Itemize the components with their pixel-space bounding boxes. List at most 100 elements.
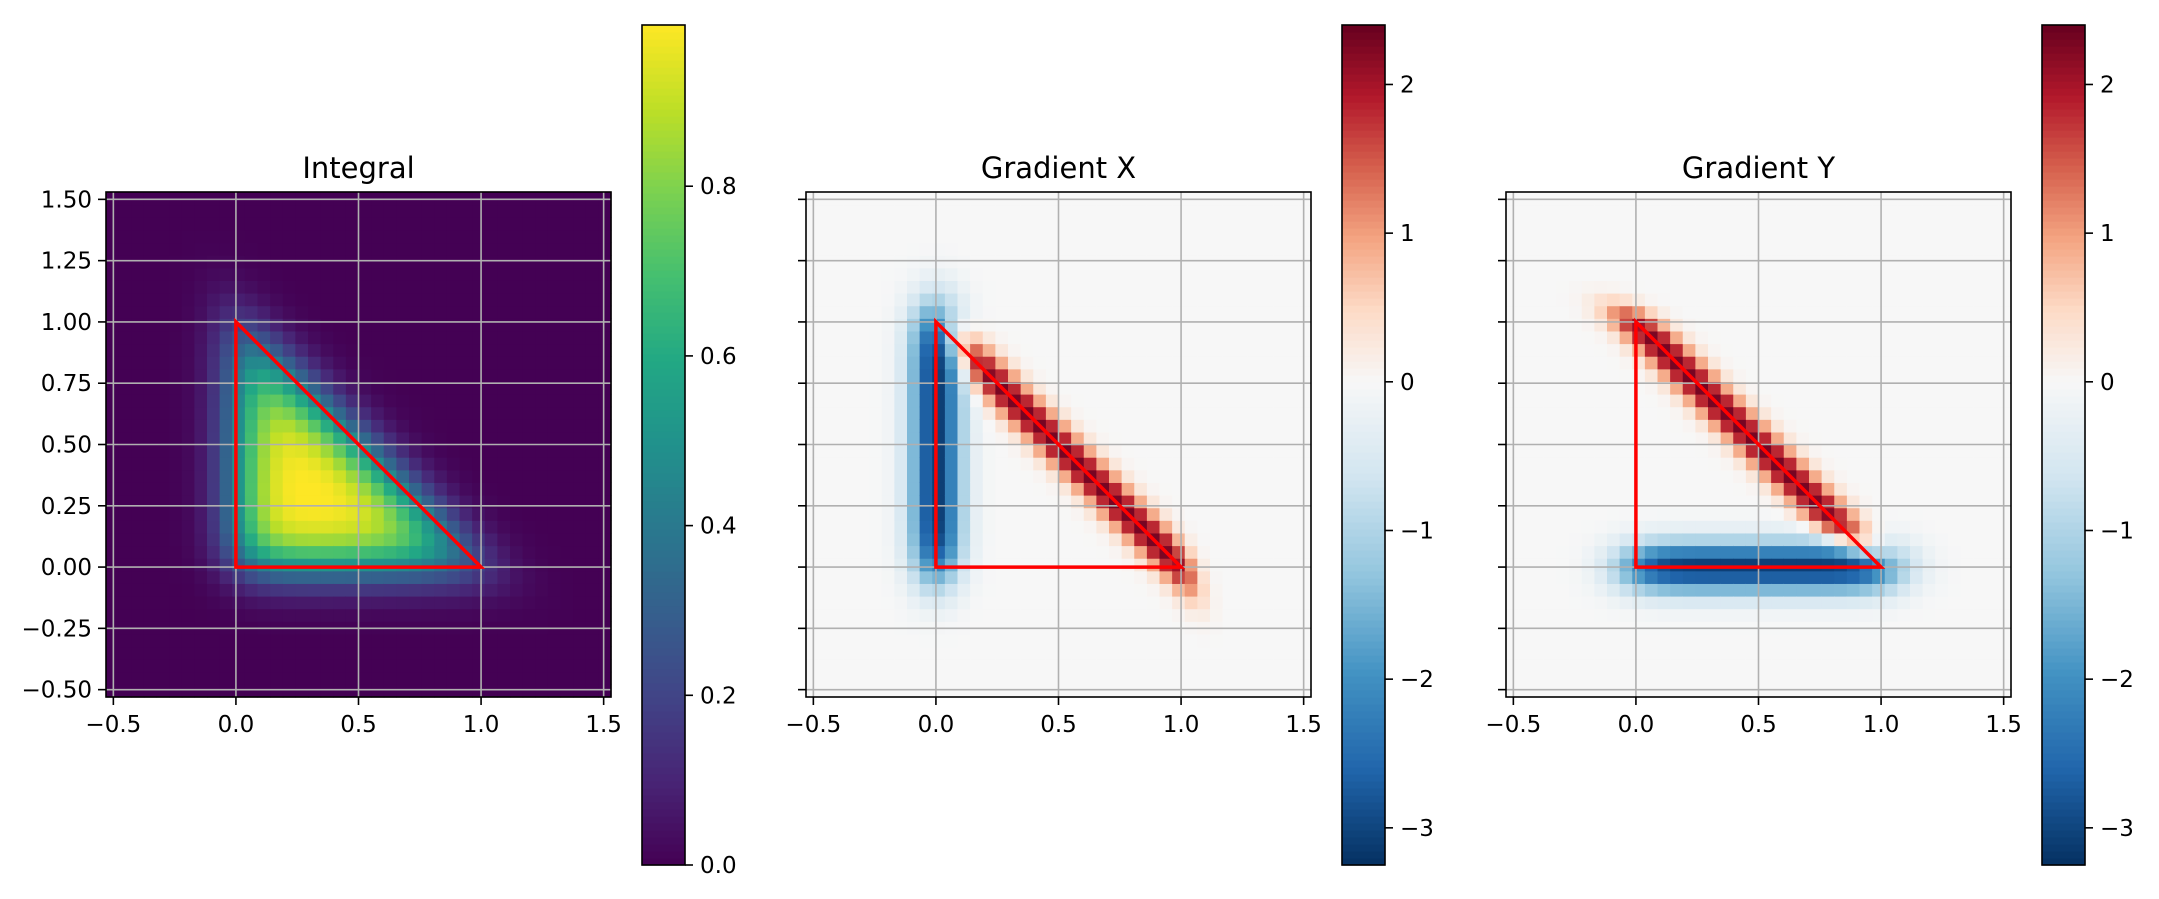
heatmap-cell [1897, 520, 1911, 534]
heatmap-cell [1146, 596, 1161, 610]
heatmap-cell [1682, 318, 1696, 332]
heatmap-cell [333, 596, 347, 610]
heatmap-cell [970, 507, 984, 521]
heatmap-cell [459, 217, 473, 231]
colorbar-segment [1342, 235, 1385, 243]
heatmap-cell [207, 204, 221, 218]
heatmap-cell [1569, 633, 1583, 648]
heatmap-cell [219, 419, 233, 433]
heatmap-cell [894, 482, 908, 496]
heatmap-cell [169, 671, 183, 685]
heatmap-cell [1556, 444, 1570, 458]
heatmap-cell [421, 343, 435, 357]
heatmap-cell [1109, 381, 1123, 395]
heatmap-cell [1670, 633, 1684, 648]
heatmap-cell [270, 545, 284, 559]
heatmap-cell [1897, 330, 1911, 345]
heatmap-cell [143, 495, 158, 509]
heatmap-cell [143, 330, 158, 345]
heatmap-cell [1809, 482, 1823, 496]
heatmap-cell [1020, 646, 1034, 660]
heatmap-cell [383, 293, 397, 307]
heatmap-cell [1607, 633, 1621, 648]
colorbar-segment [1342, 620, 1385, 628]
heatmap-cell [1033, 255, 1047, 269]
heatmap-cell [1897, 507, 1911, 521]
heatmap-cell [1184, 558, 1198, 572]
heatmap-cell [944, 583, 959, 597]
heatmap-cell [598, 267, 612, 281]
heatmap-cell [1045, 229, 1060, 244]
heatmap-cell [194, 482, 208, 496]
heatmap-cell [1197, 570, 1211, 584]
heatmap-cell [1518, 633, 1532, 648]
heatmap-cell [1235, 406, 1249, 420]
heatmap-cell [1922, 267, 1936, 281]
heatmap-cell [1733, 596, 1747, 610]
heatmap-cell [944, 469, 959, 483]
heatmap-cell [932, 242, 946, 256]
heatmap-cell [472, 444, 486, 458]
heatmap-cell [1834, 596, 1848, 610]
heatmap-cell [1235, 431, 1249, 446]
heatmap-cell [1285, 267, 1299, 281]
heatmap-cell [295, 444, 309, 458]
heatmap-cell [207, 633, 221, 648]
heatmap-cell [573, 406, 587, 420]
colorbar-segment [642, 550, 685, 558]
heatmap-cell [333, 229, 347, 244]
heatmap-cell [1922, 217, 1936, 231]
heatmap-cell [207, 229, 221, 244]
heatmap-cell [907, 318, 921, 332]
heatmap-cell [333, 204, 347, 218]
heatmap-cell [1071, 671, 1085, 685]
heatmap-cell [1720, 394, 1734, 408]
heatmap-cell [282, 507, 296, 521]
heatmap-cell [1260, 520, 1274, 534]
heatmap-cell [1872, 444, 1886, 458]
heatmap-cell [497, 482, 511, 496]
colorbar-segment [1342, 795, 1385, 803]
heatmap-cell [1922, 330, 1936, 345]
heatmap [1506, 192, 2012, 698]
heatmap-cell [333, 469, 347, 483]
heatmap-cell [535, 646, 549, 660]
heatmap-cell [282, 204, 296, 218]
heatmap-cell [831, 684, 845, 698]
colorbar-segment [642, 655, 685, 663]
heatmap-cell [156, 532, 170, 547]
heatmap-cell [1134, 570, 1148, 584]
heatmap-cell [1708, 368, 1722, 382]
heatmap-cell [1210, 684, 1224, 698]
heatmap-cell [1922, 293, 1936, 307]
heatmap-cell [1235, 356, 1249, 370]
heatmap-cell [1695, 368, 1709, 382]
heatmap-cell [970, 646, 984, 660]
heatmap-cell [446, 545, 461, 559]
heatmap-cell [818, 633, 832, 648]
heatmap-cell [1121, 608, 1135, 622]
heatmap-cell [1556, 242, 1570, 256]
heatmap-cell [573, 318, 587, 332]
heatmap-cell [1109, 356, 1123, 370]
heatmap-cell [409, 330, 423, 345]
heatmap-cell [1670, 570, 1684, 584]
heatmap-cell [181, 570, 195, 584]
heatmap-cell [547, 267, 562, 281]
heatmap-cell [257, 507, 271, 521]
heatmap-cell [396, 419, 410, 433]
heatmap-cell [194, 583, 208, 597]
heatmap-cell [446, 671, 461, 685]
heatmap-cell [585, 495, 599, 509]
heatmap-cell [1146, 457, 1161, 471]
heatmap-cell [1619, 570, 1633, 584]
heatmap-cell [944, 406, 959, 420]
colorbar-segment [1342, 60, 1385, 68]
heatmap-cell [1543, 229, 1558, 244]
heatmap-cell [1172, 684, 1186, 698]
heatmap-cell [1884, 532, 1898, 547]
heatmap-cell [1020, 343, 1034, 357]
heatmap-cell [1947, 457, 1962, 471]
heatmap-cell [907, 671, 921, 685]
heatmap-cell [1184, 495, 1198, 509]
